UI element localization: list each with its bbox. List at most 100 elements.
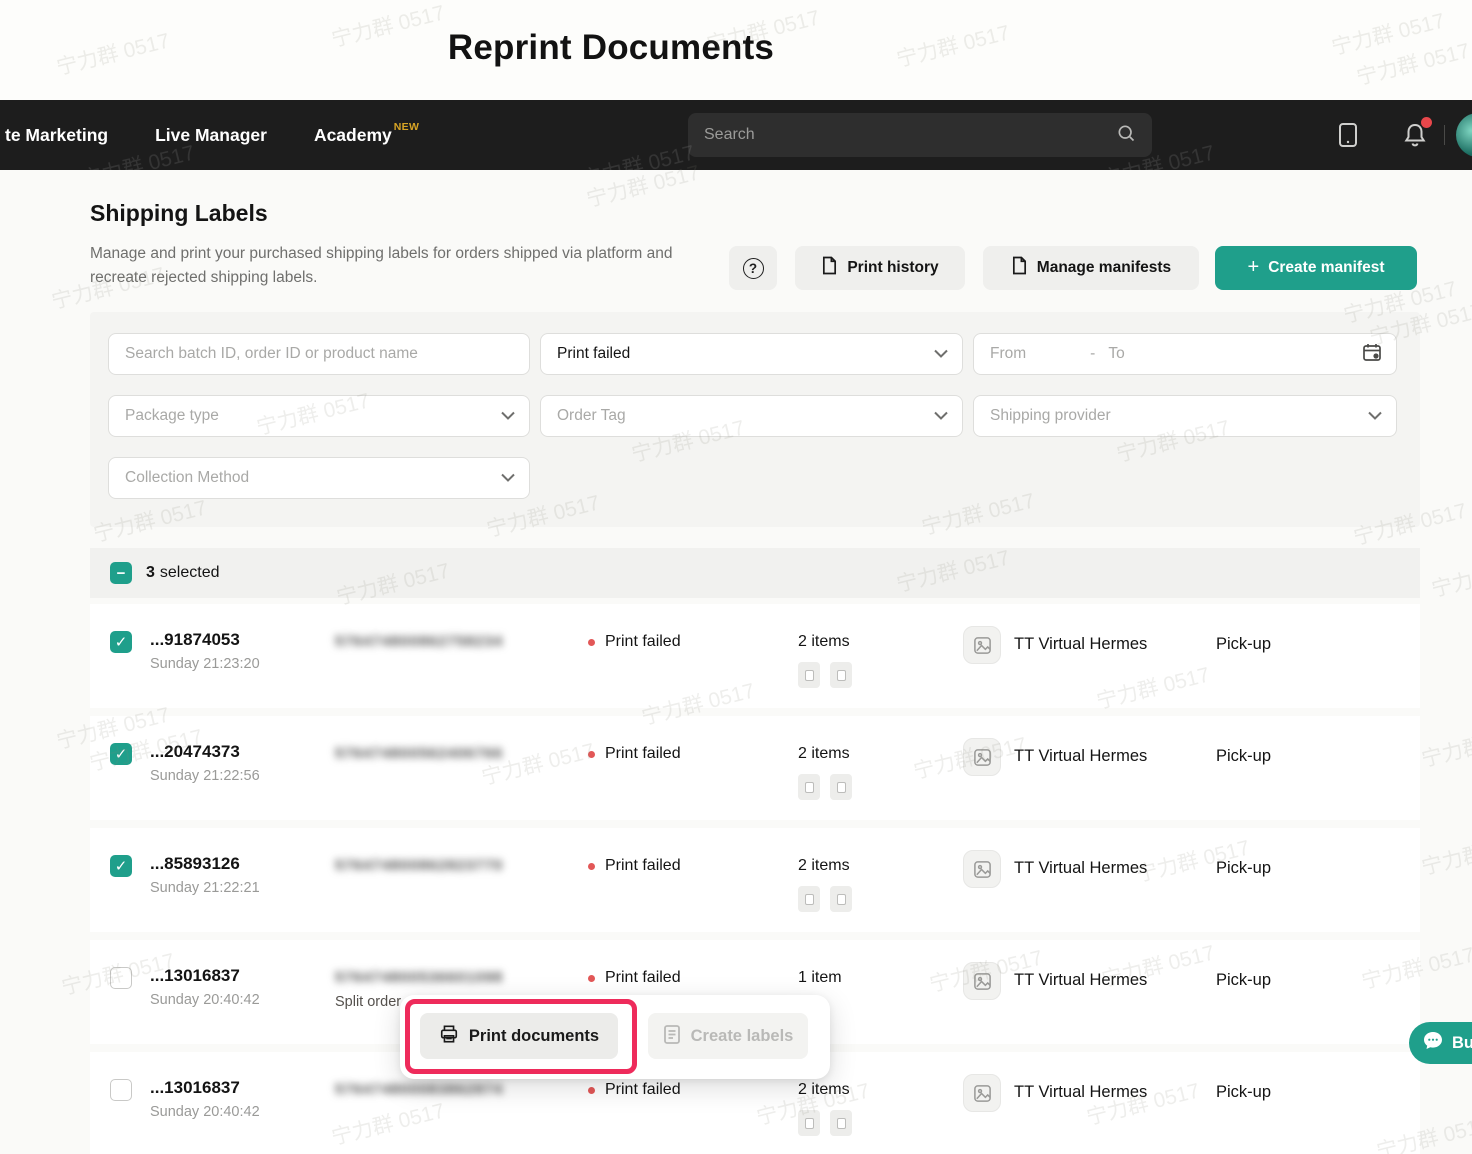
notifications-bell-icon[interactable] — [1401, 117, 1432, 149]
order-id: ...13016837 — [150, 1078, 240, 1097]
filters-panel: Search batch ID, order ID or product nam… — [90, 312, 1420, 527]
item-thumbnail — [798, 886, 820, 912]
product-image-placeholder-icon — [963, 962, 1001, 1000]
order-id: ...91874053 — [150, 630, 240, 649]
document-icon — [821, 256, 838, 280]
page-window-title: Reprint Documents — [447, 28, 775, 67]
printer-icon — [439, 1024, 459, 1049]
create-labels-button[interactable]: Create labels — [648, 1013, 808, 1059]
status-text: Print failed — [605, 1081, 681, 1098]
item-thumbnail — [798, 774, 820, 800]
product-image-placeholder-icon — [963, 1074, 1001, 1112]
row-checkbox[interactable] — [110, 1079, 132, 1101]
split-order-note: Split order — [335, 994, 402, 1010]
status-dot-icon — [588, 638, 595, 646]
watermark-text: 宁力群 0517 — [1419, 829, 1472, 880]
minus-icon: − — [116, 564, 126, 582]
items-count: 2 items — [798, 857, 850, 874]
item-thumbnail — [830, 774, 852, 800]
nav-divider — [1444, 125, 1445, 145]
items-count: 1 item — [798, 969, 842, 986]
date-range-input[interactable]: From - To — [973, 333, 1397, 375]
order-tag-select[interactable]: Order Tag — [540, 395, 963, 437]
collection-method-cell: Pick-up — [1216, 747, 1272, 765]
masked-tracking-number: 576474800862823770 — [335, 857, 504, 874]
annotation-highlight-box — [405, 999, 637, 1074]
print-history-button[interactable]: Print history — [795, 246, 965, 290]
masked-tracking-number: 576474800536601098 — [335, 969, 504, 986]
print-documents-button[interactable]: Print documents — [420, 1013, 618, 1059]
order-time: Sunday 21:23:20 — [150, 656, 260, 672]
nav-menu: te Marketing Live Manager Academy NEW — [5, 100, 466, 170]
masked-tracking-number: 576474800862758234 — [335, 633, 504, 650]
item-thumbnails — [798, 886, 852, 912]
chevron-down-icon — [934, 345, 948, 363]
items-count: 2 items — [798, 1081, 850, 1098]
shipping-provider-cell: TT Virtual Hermes — [1014, 859, 1148, 877]
order-id: ...20474373 — [150, 742, 240, 761]
search-icon — [1116, 123, 1136, 148]
mobile-app-icon[interactable] — [1334, 121, 1362, 149]
page-description: Manage and print your purchased shipping… — [90, 245, 673, 287]
status-badge: Print failed — [588, 633, 681, 651]
item-thumbnail — [830, 886, 852, 912]
status-badge: Print failed — [588, 969, 681, 987]
help-button[interactable]: ? — [729, 246, 777, 290]
shipping-provider-cell: TT Virtual Hermes — [1014, 747, 1148, 765]
document-icon — [1011, 256, 1028, 280]
status-text: Print failed — [605, 633, 681, 650]
row-checkbox[interactable] — [110, 967, 132, 989]
notification-badge — [1421, 117, 1432, 128]
order-id: ...13016837 — [150, 966, 240, 985]
collection-method-select[interactable]: Collection Method — [108, 457, 530, 499]
row-checkbox[interactable]: ✓ — [110, 743, 132, 765]
page-title: Shipping Labels — [90, 200, 268, 226]
chevron-down-icon — [934, 407, 948, 425]
item-thumbnail — [798, 1110, 820, 1136]
item-thumbnails — [798, 662, 852, 688]
chevron-down-icon — [1368, 407, 1382, 425]
order-time: Sunday 20:40:42 — [150, 1104, 260, 1120]
status-badge: Print failed — [588, 745, 681, 763]
plus-icon: + — [1247, 256, 1260, 278]
collection-method-cell: Pick-up — [1216, 971, 1272, 989]
order-time: Sunday 21:22:56 — [150, 768, 260, 784]
product-image-placeholder-icon — [963, 850, 1001, 888]
product-image-placeholder-icon — [963, 626, 1001, 664]
item-thumbnails — [798, 1110, 852, 1136]
check-icon: ✓ — [114, 746, 128, 763]
shipping-provider-cell: TT Virtual Hermes — [1014, 971, 1148, 989]
create-manifest-button[interactable]: + Create manifest — [1215, 246, 1417, 290]
package-type-select[interactable]: Package type — [108, 395, 530, 437]
avatar[interactable] — [1456, 113, 1472, 157]
order-time: Sunday 21:22:21 — [150, 880, 260, 896]
batch-search-input[interactable]: Search batch ID, order ID or product nam… — [108, 333, 530, 375]
check-icon: ✓ — [114, 634, 128, 651]
status-filter-select[interactable]: Print failed — [540, 333, 963, 375]
nav-item-academy[interactable]: Academy NEW — [313, 120, 420, 145]
shipping-provider-select[interactable]: Shipping provider — [973, 395, 1397, 437]
nav-item-live-manager[interactable]: Live Manager — [155, 124, 267, 145]
item-thumbnails — [798, 774, 852, 800]
support-chat-button[interactable]: Bu — [1409, 1022, 1472, 1064]
selection-count-label: 3 selected — [146, 564, 220, 581]
chevron-down-icon — [501, 407, 515, 425]
table-row: ✓ ...85893126 Sunday 21:22:21 5764748008… — [90, 828, 1420, 932]
status-text: Print failed — [605, 969, 681, 986]
row-checkbox[interactable]: ✓ — [110, 631, 132, 653]
search-input[interactable]: Search — [688, 113, 1152, 157]
item-thumbnail — [798, 662, 820, 688]
top-navbar: te Marketing Live Manager Academy NEW Sea… — [0, 100, 1472, 170]
table-row: ✓ ...91874053 Sunday 21:23:20 5764748008… — [90, 604, 1420, 708]
row-checkbox[interactable]: ✓ — [110, 855, 132, 877]
collection-method-cell: Pick-up — [1216, 859, 1272, 877]
item-thumbnail — [830, 1110, 852, 1136]
order-id: ...85893126 — [150, 854, 240, 873]
nav-item-marketing[interactable]: te Marketing — [5, 124, 109, 145]
watermark-text: 宁力群 0517 — [1429, 551, 1472, 602]
bulk-actions-popup: Print documents Create labels — [400, 995, 830, 1079]
manage-manifests-button[interactable]: Manage manifests — [983, 246, 1199, 290]
collection-method-cell: Pick-up — [1216, 1083, 1272, 1101]
items-cell: 2 items — [798, 745, 852, 800]
select-all-checkbox[interactable]: − — [110, 562, 132, 584]
